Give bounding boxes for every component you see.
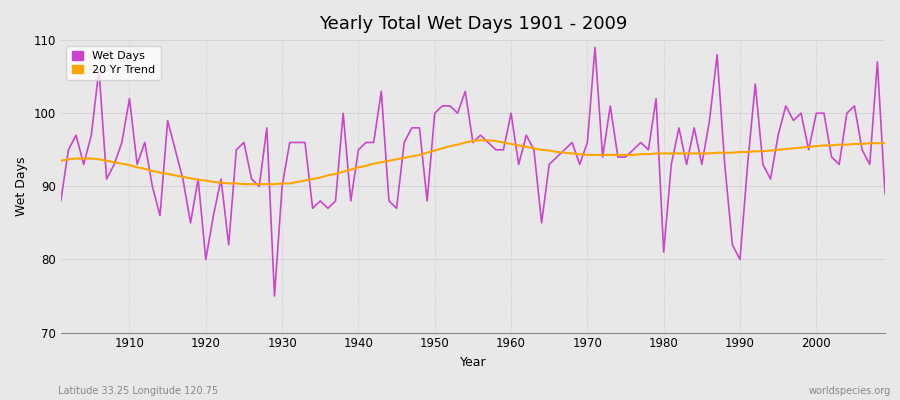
- Y-axis label: Wet Days: Wet Days: [15, 156, 28, 216]
- 20 Yr Trend: [879, 141, 890, 146]
- Wet Days: [879, 191, 890, 196]
- Line: Wet Days: Wet Days: [61, 48, 885, 296]
- Bar: [61, 260, 885, 332]
- Legend: Wet Days, 20 Yr Trend: Wet Days, 20 Yr Trend: [67, 46, 160, 80]
- Text: Latitude 33.25 Longitude 120.75: Latitude 33.25 Longitude 120.75: [58, 386, 219, 396]
- Wet Days: [56, 198, 67, 203]
- Wet Days: [292, 140, 302, 145]
- Wet Days: [116, 140, 127, 145]
- Wet Days: [269, 294, 280, 298]
- Wet Days: [513, 162, 524, 167]
- Bar: [61, 113, 885, 186]
- 20 Yr Trend: [475, 138, 486, 143]
- Text: worldspecies.org: worldspecies.org: [809, 386, 891, 396]
- 20 Yr Trend: [338, 169, 348, 174]
- X-axis label: Year: Year: [460, 356, 486, 369]
- Title: Yearly Total Wet Days 1901 - 2009: Yearly Total Wet Days 1901 - 2009: [319, 15, 627, 33]
- Line: 20 Yr Trend: 20 Yr Trend: [61, 140, 885, 184]
- Wet Days: [613, 155, 624, 160]
- 20 Yr Trend: [56, 158, 67, 163]
- 20 Yr Trend: [292, 180, 302, 184]
- Bar: [61, 186, 885, 260]
- Wet Days: [506, 111, 517, 116]
- Wet Days: [338, 111, 348, 116]
- 20 Yr Trend: [521, 144, 532, 149]
- 20 Yr Trend: [116, 161, 127, 166]
- 20 Yr Trend: [238, 182, 249, 186]
- 20 Yr Trend: [513, 143, 524, 148]
- Bar: [61, 40, 885, 113]
- Wet Days: [590, 45, 600, 50]
- 20 Yr Trend: [613, 152, 624, 157]
